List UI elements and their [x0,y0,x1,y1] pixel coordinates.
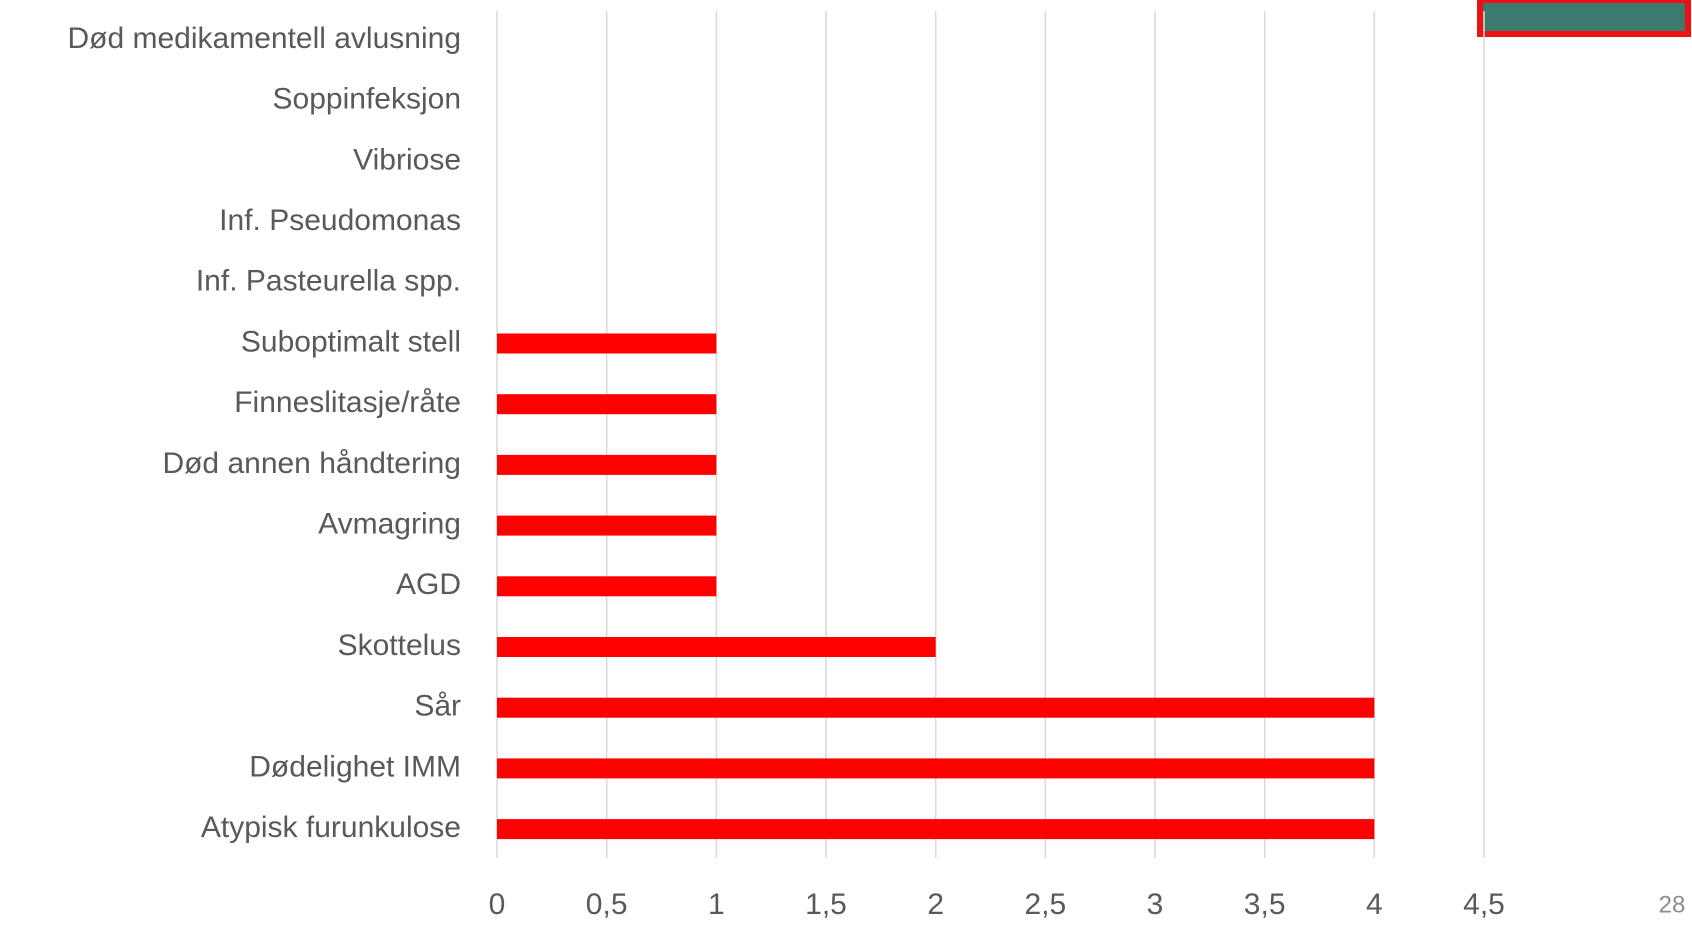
x-tick-label: 0 [489,888,506,921]
x-tick-label: 3 [1147,888,1164,921]
bar [497,637,936,657]
x-tick-label: 3,5 [1244,888,1286,921]
bar [497,454,717,475]
y-tick-label: Atypisk furunkulose [201,811,461,844]
bar [497,515,717,536]
y-tick-label: Finneslitasje/råte [234,386,461,419]
y-tick-label: Dødelighet IMM [249,750,461,783]
y-tick-label: Skottelus [338,629,461,662]
y-tick-label: AGD [396,568,461,601]
bar [497,758,1375,779]
y-tick-label: Soppinfeksjon [273,83,461,116]
x-tick-label: 1 [708,888,725,921]
bar [497,333,717,354]
y-tick-label: Død medikamentell avlusning [67,22,461,55]
y-tick-label: Suboptimalt stell [241,325,461,358]
page-number: 28 [1659,891,1686,918]
corner-image [1477,0,1691,37]
x-tick-label: 2,5 [1024,888,1066,921]
x-tick-label: 1,5 [805,888,847,921]
y-tick-label: Avmagring [318,508,461,541]
x-tick-label: 4 [1366,888,1383,921]
x-tick-label: 0,5 [586,888,628,921]
y-tick-label: Inf. Pasteurella spp. [196,265,461,298]
y-tick-label: Død annen håndtering [162,447,461,480]
y-tick-label: Vibriose [353,143,461,176]
x-tick-label: 4,5 [1463,888,1505,921]
bar [497,697,1375,718]
bar [497,576,717,597]
y-tick-label: Sår [414,690,461,723]
y-tick-label: Inf. Pseudomonas [219,204,461,237]
x-tick-label: 2 [927,888,944,921]
bar [497,819,1375,840]
bar [497,394,717,415]
